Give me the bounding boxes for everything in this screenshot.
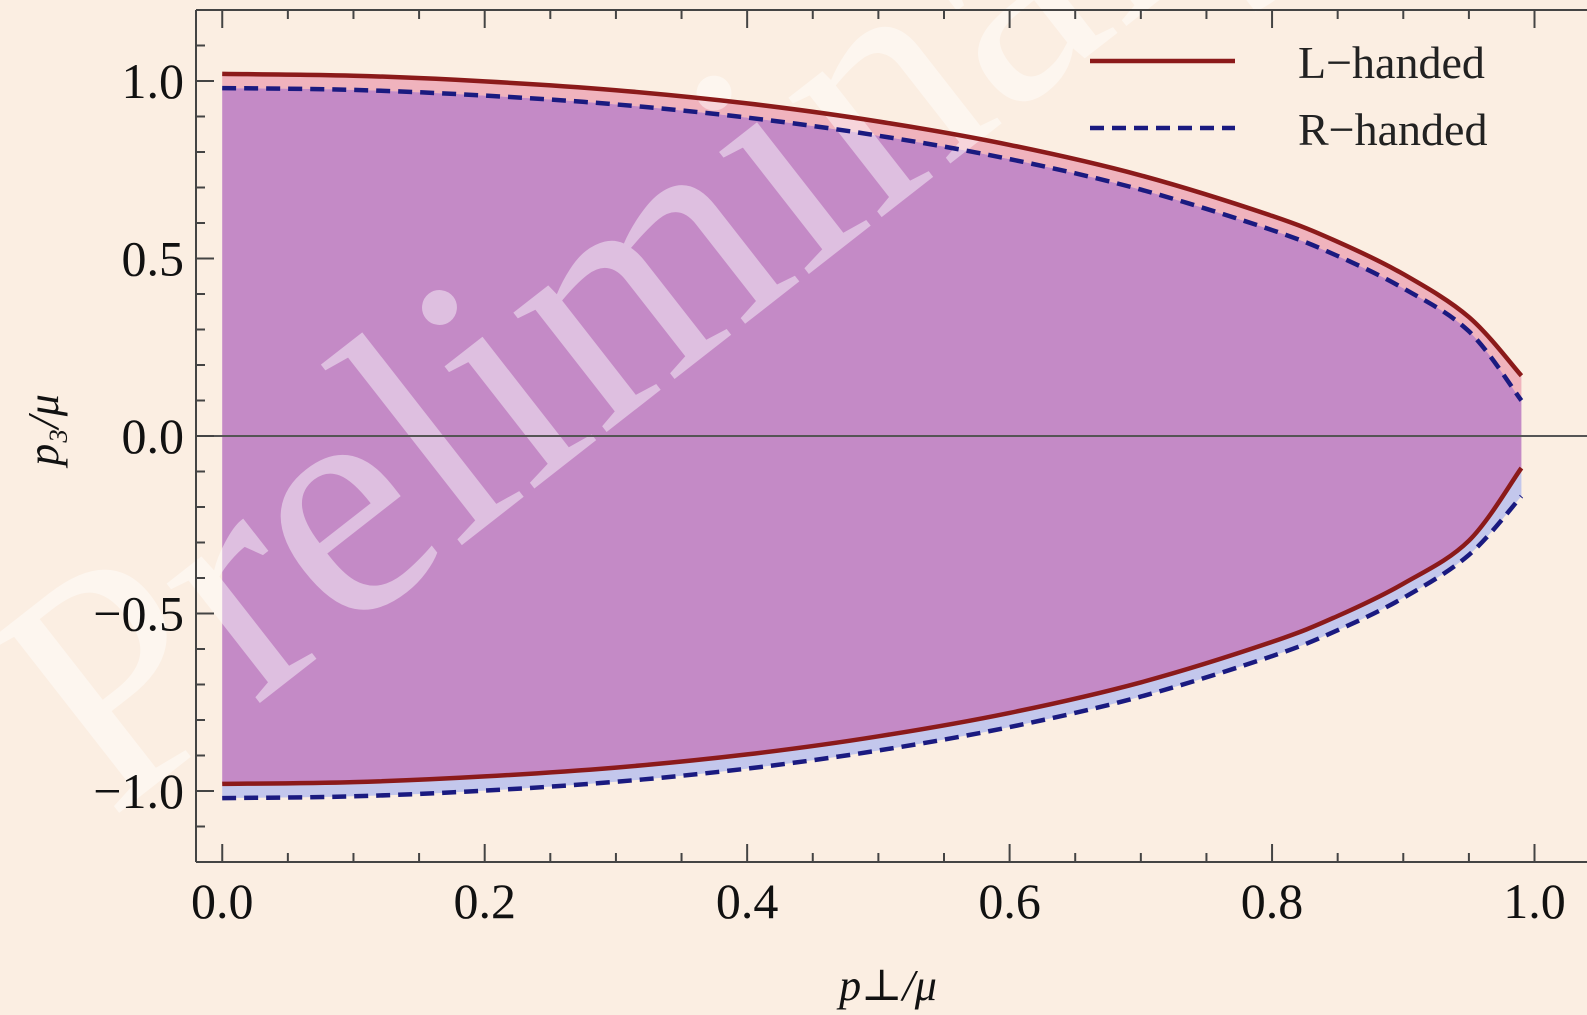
y-tick-label: −0.5 [93, 586, 184, 642]
legend-label-r-handed: R−handed [1298, 104, 1487, 155]
series-r-handed-upper [222, 85, 1524, 402]
x-tick-label: 0.8 [1241, 873, 1304, 929]
series-r-handed-lower [222, 494, 1524, 801]
x-tick-label: 0.2 [453, 873, 516, 929]
y-tick-label: 0.0 [122, 408, 185, 464]
y-tick-label: 0.5 [122, 231, 185, 287]
series-l-handed-lower [222, 466, 1524, 787]
x-tick-label: 0.0 [191, 873, 254, 929]
x-tick-label: 1.0 [1503, 873, 1566, 929]
y-axis-label: p₃/μ [19, 394, 68, 469]
legend-label-l-handed: L−handed [1298, 37, 1485, 88]
series-l-handed-upper [222, 71, 1524, 378]
x-axis-label: p⊥/μ [836, 961, 937, 1010]
legend: L−handed R−handed [1090, 37, 1487, 155]
x-tick-label: 0.4 [716, 873, 779, 929]
y-tick-label: 1.0 [122, 53, 185, 109]
y-tick-label: −1.0 [93, 763, 184, 819]
x-tick-label: 0.6 [978, 873, 1041, 929]
